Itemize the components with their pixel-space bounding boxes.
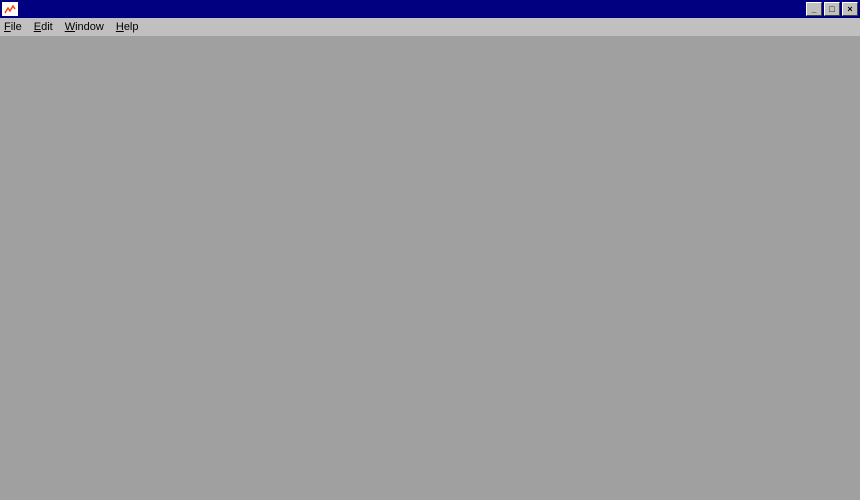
close-button[interactable]: × bbox=[842, 2, 858, 16]
panel-plot3 bbox=[298, 50, 562, 263]
app-icon bbox=[2, 2, 18, 16]
plot-plot3 bbox=[298, 66, 558, 266]
panel-waterfall bbox=[580, 50, 844, 263]
menu-file[interactable]: File bbox=[4, 21, 22, 33]
menubar: File Edit Window Help bbox=[0, 18, 860, 36]
plot-contour3 bbox=[16, 293, 276, 493]
panel-mesh bbox=[298, 277, 562, 490]
menu-window[interactable]: Window bbox=[65, 21, 104, 33]
plot-waterfall bbox=[580, 66, 840, 266]
plot-mesh bbox=[298, 293, 558, 493]
menu-edit[interactable]: Edit bbox=[34, 21, 53, 33]
panel-contourf bbox=[16, 50, 280, 263]
plot-contourf bbox=[16, 66, 276, 266]
plot-surf bbox=[580, 293, 840, 493]
maximize-button[interactable]: □ bbox=[824, 2, 840, 16]
minimize-button[interactable]: _ bbox=[806, 2, 822, 16]
panel-contour3 bbox=[16, 277, 280, 490]
menu-help[interactable]: Help bbox=[116, 21, 139, 33]
figure-area bbox=[0, 36, 860, 500]
titlebar[interactable]: _ □ × bbox=[0, 0, 860, 18]
panel-surf bbox=[580, 277, 844, 490]
